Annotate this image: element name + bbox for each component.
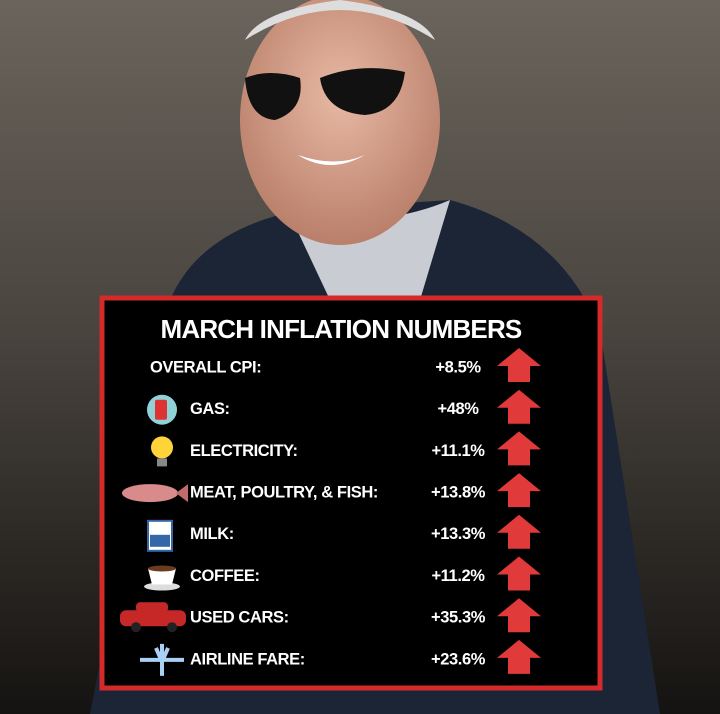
- up-arrow: [497, 473, 541, 508]
- up-arrow: [497, 598, 541, 633]
- row-value: +13.8%: [431, 483, 486, 501]
- icon-roof: [136, 602, 168, 613]
- icon-label: [150, 534, 170, 547]
- icon-base: [157, 458, 167, 467]
- row-label: ELECTRICITY:: [190, 442, 298, 460]
- row: OVERALL CPI: +8.5%: [150, 348, 541, 382]
- up-arrow: [497, 348, 541, 382]
- row-value: +35.3%: [431, 609, 486, 627]
- up-arrow: [497, 431, 541, 466]
- icon-cup: [148, 568, 176, 585]
- row-value: +11.2%: [431, 567, 485, 585]
- row-label: USED CARS:: [190, 609, 289, 627]
- row-label: AIRLINE FARE:: [190, 650, 305, 668]
- row: GAS: +48%: [147, 389, 541, 425]
- row: AIRLINE FARE: +23.6%: [140, 639, 541, 676]
- row: USED CARS: +35.3%: [120, 598, 541, 633]
- title: MARCH INFLATION NUMBERS: [161, 314, 522, 344]
- up-arrow: [497, 389, 541, 424]
- row-value: +48%: [437, 400, 479, 418]
- row-value: +13.3%: [431, 525, 486, 543]
- up-arrow: [497, 639, 541, 674]
- icon-plane: [140, 643, 184, 676]
- row-label: COFFEE:: [190, 567, 260, 585]
- row-label: OVERALL CPI:: [150, 358, 261, 376]
- icon-wheel: [167, 622, 177, 633]
- icon-tail: [176, 484, 188, 503]
- row-value: +23.6%: [431, 650, 486, 668]
- up-arrow: [497, 556, 541, 591]
- row-label: MILK:: [190, 525, 234, 543]
- icon-pump: [155, 399, 167, 420]
- row-value: +8.5%: [435, 358, 481, 376]
- row-label: MEAT, POULTRY, & FISH:: [190, 483, 378, 501]
- row: MEAT, POULTRY, & FISH: +13.8%: [122, 473, 541, 508]
- up-arrow: [497, 514, 541, 549]
- icon-fish: [122, 484, 178, 503]
- row-label: GAS:: [190, 400, 230, 418]
- icon-car: [120, 610, 186, 627]
- row: COFFEE: +11.2%: [144, 556, 541, 591]
- row: ELECTRICITY: +11.1%: [151, 431, 541, 467]
- icon-wheel: [131, 622, 141, 633]
- row: MILK: +13.3%: [147, 514, 541, 552]
- row-value: +11.1%: [431, 442, 485, 460]
- icon-bulb: [151, 436, 173, 459]
- icon-coffee: [148, 565, 176, 572]
